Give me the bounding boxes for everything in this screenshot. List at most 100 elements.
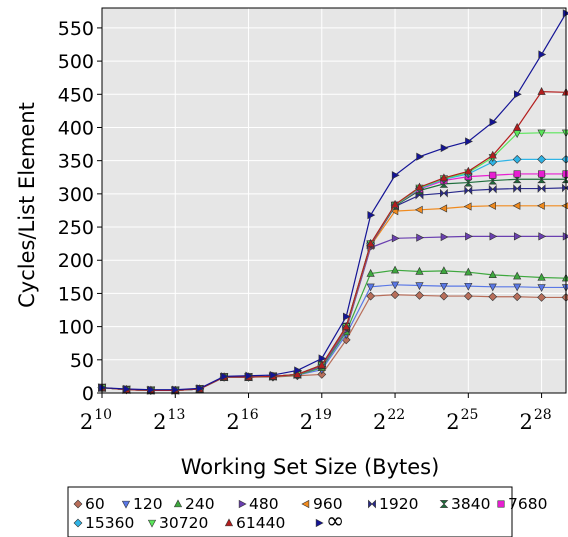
data-point-marker: [147, 385, 156, 394]
data-point-marker: [512, 154, 522, 164]
series-11: [98, 9, 568, 394]
x-tick-label: 222: [373, 407, 405, 434]
data-point-marker: [488, 270, 497, 279]
data-point-marker: [439, 282, 448, 291]
legend-label: 240: [185, 495, 215, 513]
data-point-marker: [465, 232, 473, 241]
legend-item: 30720: [147, 514, 208, 532]
data-point-marker: [537, 87, 546, 95]
data-point-marker: [315, 518, 324, 528]
legend-item: 7680: [497, 495, 547, 513]
legend-item: 240: [173, 495, 215, 513]
data-point-marker: [367, 211, 376, 220]
y-tick-label: 0: [82, 383, 94, 405]
legend-label: 3840: [451, 495, 490, 513]
legend-item: 120: [121, 495, 163, 513]
data-point-marker: [439, 266, 448, 275]
data-point-marker: [464, 166, 473, 175]
data-point-marker: [147, 519, 157, 528]
x-tick-label: 216: [226, 407, 258, 434]
data-point-marker: [439, 173, 448, 182]
data-point-marker: [343, 312, 351, 321]
data-point-marker: [488, 292, 498, 302]
x-tick-label: 225: [446, 407, 478, 434]
data-point-marker: [269, 370, 278, 380]
data-point-marker: [463, 178, 473, 187]
data-point-marker: [220, 372, 229, 381]
legend-label: 480: [249, 495, 279, 513]
legend-item: 1920: [368, 495, 418, 513]
data-point-marker: [391, 171, 400, 180]
legend-label: ∞: [326, 509, 344, 534]
data-point-marker: [513, 271, 522, 280]
legend-item: 480: [238, 495, 279, 513]
data-point-marker: [463, 291, 473, 301]
legend-item: 3840: [439, 495, 490, 513]
data-point-marker: [439, 204, 448, 213]
data-point-marker: [513, 283, 522, 292]
data-point-marker: [224, 518, 234, 527]
data-point-marker: [439, 291, 449, 301]
data-point-marker: [414, 205, 423, 214]
data-point-marker: [489, 118, 498, 127]
series-group: [97, 9, 568, 395]
y-axis-ticks: 0 50 100 150 200 250 300 350 400 450 500 550: [58, 18, 102, 405]
data-point-marker: [245, 371, 254, 380]
data-point-marker: [465, 137, 473, 146]
data-point-marker: [368, 499, 376, 509]
data-point-marker: [415, 282, 424, 291]
y-tick-label: 400: [58, 117, 94, 139]
data-point-marker: [416, 152, 425, 161]
legend-label: 120: [133, 495, 163, 513]
y-tick-label: 350: [58, 151, 94, 173]
x-tick-label: 210: [80, 407, 112, 434]
data-point-marker: [196, 384, 205, 393]
y-tick-label: 100: [58, 317, 94, 339]
data-point-marker: [415, 291, 424, 300]
legend-item: ∞: [315, 509, 344, 534]
x-tick-label: 219: [300, 407, 332, 434]
y-tick-label: 150: [58, 283, 94, 305]
data-point-marker: [301, 499, 310, 509]
data-point-marker: [439, 188, 448, 198]
data-point-marker: [73, 499, 83, 509]
data-point-marker: [512, 201, 521, 210]
data-point-marker: [537, 272, 546, 281]
data-point-marker: [366, 291, 376, 301]
x-axis-ticks: 210 213 216 219 222 225 228: [80, 393, 552, 434]
legend-label: 7680: [508, 495, 547, 513]
data-point-marker: [391, 234, 400, 243]
legend-label: 30720: [159, 514, 208, 532]
data-point-marker: [489, 232, 498, 241]
data-point-marker: [390, 281, 400, 290]
data-point-marker: [538, 170, 546, 178]
data-point-marker: [464, 282, 473, 291]
data-point-marker: [562, 170, 568, 178]
data-point-marker: [513, 90, 522, 99]
data-point-marker: [488, 283, 497, 292]
y-tick-label: 50: [70, 350, 94, 372]
data-point-marker: [440, 232, 449, 242]
y-tick-label: 300: [58, 184, 94, 206]
data-point-marker: [488, 150, 497, 159]
y-tick-label: 500: [58, 51, 94, 73]
plot-area-background: [102, 8, 566, 393]
data-point-marker: [366, 283, 375, 292]
y-tick-label: 450: [58, 84, 94, 106]
data-point-marker: [537, 184, 546, 193]
legend-label: 15360: [85, 514, 134, 532]
data-point-marker: [497, 500, 505, 508]
data-point-marker: [317, 360, 326, 369]
data-point-marker: [464, 186, 473, 195]
data-point-marker: [464, 267, 473, 276]
legend-item: 61440: [224, 514, 285, 532]
data-point-marker: [293, 369, 302, 378]
data-point-marker: [488, 201, 496, 210]
legend-box: [67, 486, 513, 537]
legend-item: 960: [301, 495, 343, 513]
data-point-marker: [415, 266, 424, 275]
legend-item: 60: [73, 495, 105, 513]
data-point-marker: [537, 284, 546, 293]
data-point-marker: [366, 239, 375, 247]
x-axis-title: Working Set Size (Bytes): [181, 455, 440, 479]
